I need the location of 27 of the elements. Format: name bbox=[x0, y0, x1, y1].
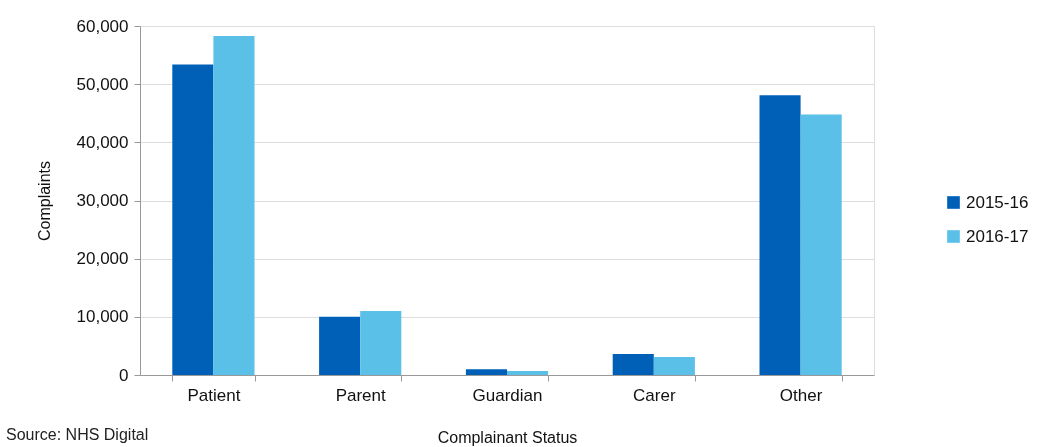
y-tick-label: 40,000 bbox=[76, 132, 129, 152]
y-tick-label: 20,000 bbox=[76, 249, 129, 269]
bar bbox=[507, 370, 549, 375]
legend-label: 2015-16 bbox=[966, 192, 1029, 212]
source-note: Source: NHS Digital bbox=[6, 426, 149, 444]
x-tick-label: Other bbox=[779, 385, 823, 405]
x-tick-label: Patient bbox=[187, 385, 241, 405]
y-tick-label: 60,000 bbox=[76, 16, 129, 36]
x-axis-title: Complainant Status bbox=[437, 428, 578, 446]
bar bbox=[319, 316, 361, 375]
bar bbox=[653, 356, 695, 375]
bar bbox=[360, 311, 402, 375]
x-tick-label: Guardian bbox=[472, 385, 543, 405]
bar bbox=[800, 114, 842, 375]
y-tick-label: 0 bbox=[119, 365, 129, 385]
bar bbox=[172, 64, 214, 375]
x-tick-label: Carer bbox=[633, 385, 676, 405]
x-tick-label: Parent bbox=[335, 385, 387, 405]
bar bbox=[759, 95, 801, 375]
bar bbox=[465, 369, 507, 375]
legend-label: 2016-17 bbox=[966, 226, 1029, 246]
y-tick-label: 30,000 bbox=[76, 191, 129, 210]
bar bbox=[612, 354, 654, 375]
y-axis-title: Complaints bbox=[35, 160, 53, 242]
y-tick-label: 50,000 bbox=[76, 74, 129, 94]
y-tick-label: 10,000 bbox=[76, 307, 129, 327]
bar bbox=[213, 35, 255, 375]
